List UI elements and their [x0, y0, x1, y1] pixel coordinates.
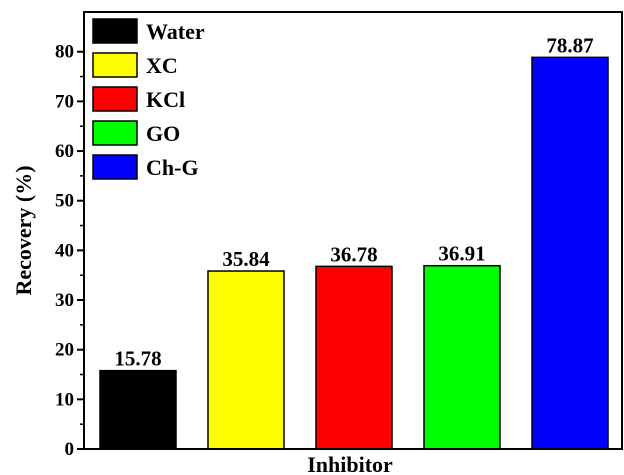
y-axis-ticks: 0 10 20 30 40 50 60 70 80 — [55, 42, 84, 460]
plot-frame — [83, 11, 623, 450]
y-tick-label: 20 — [55, 340, 74, 361]
legend-swatch-go — [92, 120, 138, 146]
value-label-kcl: 36.78 — [330, 242, 377, 266]
value-labels-group: 15.78 35.84 36.78 36.91 78.87 — [114, 33, 593, 370]
y-tick-label: 40 — [55, 240, 74, 261]
legend: Water XC KCl GO Ch-G — [92, 18, 205, 180]
y-tick-label: 10 — [55, 389, 74, 410]
y-tick-label: 50 — [55, 191, 74, 212]
legend-swatch-kcl — [92, 86, 138, 112]
bar-water — [99, 369, 177, 450]
legend-swatch-water — [92, 18, 138, 44]
value-label-water: 15.78 — [114, 347, 161, 371]
legend-label-ch-g: Ch-G — [146, 155, 199, 180]
value-label-ch-g: 78.87 — [546, 33, 593, 57]
y-tick-label: 70 — [55, 91, 74, 112]
bar-ch-g — [531, 56, 609, 450]
bars-group — [99, 56, 609, 450]
x-axis-title: Inhibitor — [307, 452, 393, 475]
y-tick-label: 80 — [55, 42, 74, 63]
bar-kcl — [315, 265, 393, 450]
bar-go — [423, 264, 501, 450]
value-label-xc: 35.84 — [222, 247, 270, 271]
y-tick-label: 0 — [65, 439, 75, 460]
value-label-go: 36.91 — [438, 242, 485, 266]
legend-swatch-xc — [92, 52, 138, 78]
y-tick-label: 60 — [55, 141, 74, 162]
legend-label-go: GO — [146, 121, 180, 146]
y-axis-title: Recovery (%) — [11, 165, 36, 295]
legend-label-kcl: KCl — [146, 87, 185, 112]
legend-label-xc: XC — [146, 53, 178, 78]
legend-swatch-ch-g — [92, 154, 138, 180]
legend-label-water: Water — [146, 19, 205, 44]
y-tick-label: 30 — [55, 290, 74, 311]
bar-xc — [207, 270, 285, 450]
